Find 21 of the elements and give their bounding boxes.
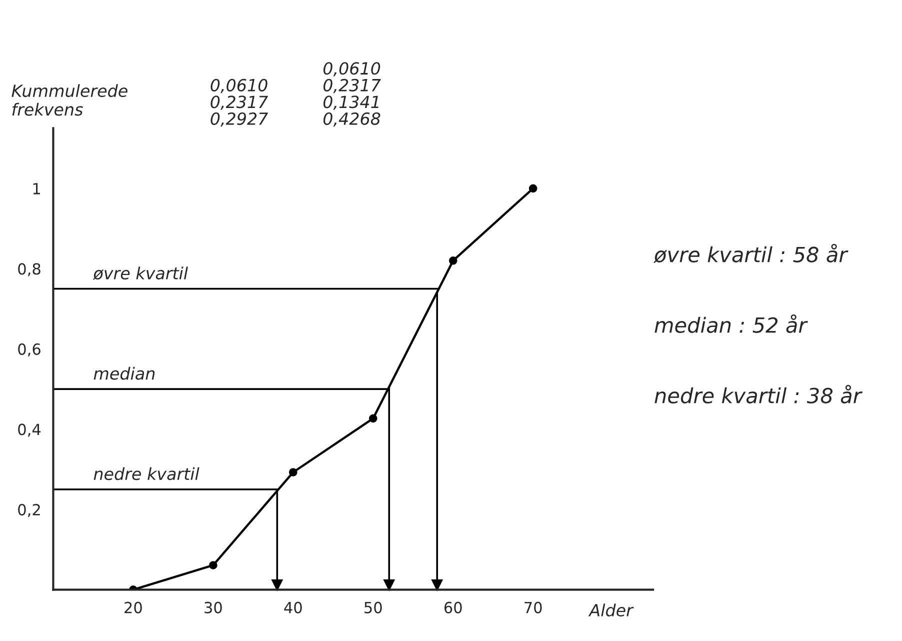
x-tick-label: 50 <box>364 602 382 614</box>
text: 0,0610 0,2317 0,1341 0,4268 <box>323 62 381 127</box>
text: median : 52 år <box>654 314 808 333</box>
ref-line-label: nedre kvartil <box>94 467 200 480</box>
y-tick-label: 0,4 <box>18 424 41 437</box>
x-tick-label: 20 <box>124 602 142 614</box>
y-axis-title: Kummulerede frekvens <box>12 84 128 116</box>
text: nedre kvartil : 38 år <box>654 384 862 404</box>
text: øvre kvartil : 58 år <box>654 244 848 264</box>
y-tick-label: 0,2 <box>18 504 40 518</box>
x-axis-title: Alder <box>588 604 634 616</box>
ref-line-label: median <box>94 366 155 380</box>
x-tick-label: 60 <box>444 602 462 614</box>
x-tick-label: 70 <box>524 602 542 614</box>
x-tick-label: 40 <box>284 602 302 614</box>
y-tick-label: 0,6 <box>18 343 40 357</box>
x-tick-label: 30 <box>204 602 222 614</box>
y-tick-label: 0,8 <box>18 263 40 276</box>
y-tick-label: 1 <box>33 183 40 194</box>
text: 0,0610 0,2317 0,2927 <box>210 78 268 127</box>
ref-line-label: øvre kvartil <box>92 266 188 280</box>
